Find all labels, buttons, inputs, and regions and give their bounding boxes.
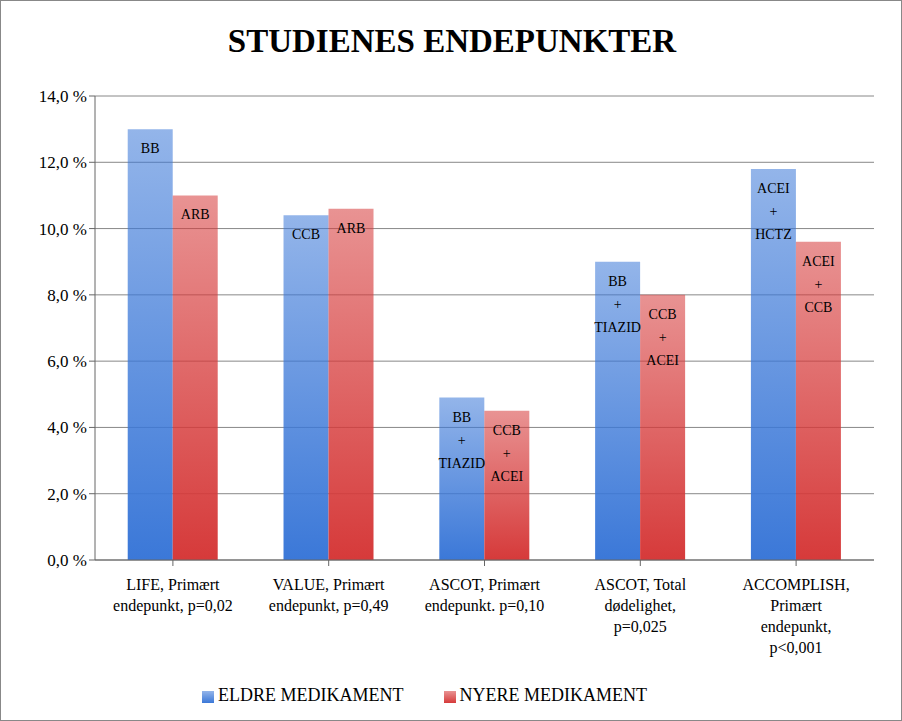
svg-text:ARB: ARB [337,221,366,236]
svg-text:CCB+ACEI: CCB+ACEI [490,423,523,484]
svg-text:8,0 %: 8,0 % [47,286,87,305]
svg-text:LIFE, Primærtendepunkt, p=0,02: LIFE, Primærtendepunkt, p=0,02 [113,576,233,615]
svg-text:ACEI+CCB: ACEI+CCB [802,254,835,315]
svg-text:BB: BB [141,141,160,156]
svg-text:10,0 %: 10,0 % [39,220,87,239]
svg-text:BB+TIAZID: BB+TIAZID [438,410,485,471]
svg-text:12,0 %: 12,0 % [39,153,87,172]
svg-text:BB+TIAZID: BB+TIAZID [594,274,641,335]
svg-text:6,0 %: 6,0 % [47,352,87,371]
svg-text:ARB: ARB [181,207,210,222]
svg-text:CCB+ACEI: CCB+ACEI [646,307,679,368]
html-text:STUDIENES ENDEPUNKTER: STUDIENES ENDEPUNKTER [227,23,677,59]
svg-text:CCB: CCB [292,227,320,242]
svg-text:14,0 %: 14,0 % [39,87,87,106]
svg-text:ACEI+HCTZ: ACEI+HCTZ [755,181,792,242]
html-text:ELDRE MEDIKAMENT: ELDRE MEDIKAMENT [218,685,404,705]
svg-text:ASCOT, Primærtendepunkt. p=0,1: ASCOT, Primærtendepunkt. p=0,10 [425,576,545,615]
svg-text:2,0 %: 2,0 % [47,485,87,504]
html-text:NYERE MEDIKAMENT: NYERE MEDIKAMENT [459,685,647,705]
svg-text:4,0 %: 4,0 % [47,418,87,437]
svg-text:ASCOT, Totaldødelighet,p=0,025: ASCOT, Totaldødelighet,p=0,025 [594,576,686,636]
svg-text:ACCOMPLISH,Primærtendepunkt,p<: ACCOMPLISH,Primærtendepunkt,p<0,001 [743,576,850,657]
svg-text:VALUE, Primærtendepunkt, p=0,4: VALUE, Primærtendepunkt, p=0,49 [269,576,389,615]
svg-text:0,0 %: 0,0 % [47,551,87,570]
